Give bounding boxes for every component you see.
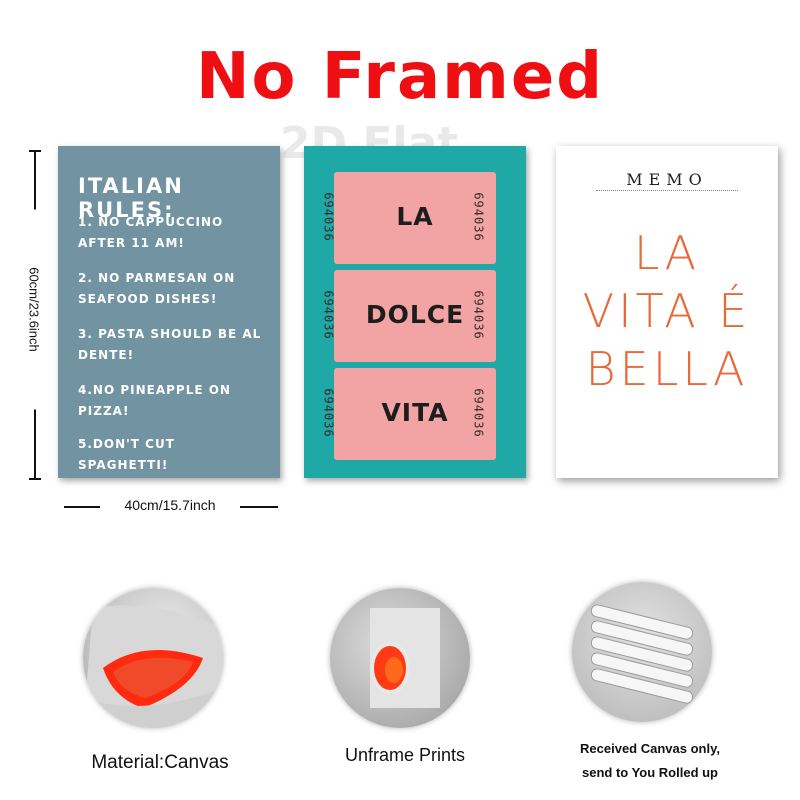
- memo-line: BELLA: [585, 342, 749, 396]
- ticket-serial: 694036: [321, 388, 336, 438]
- ticket: 694036 LA 694036: [322, 172, 496, 264]
- memo-line: LA: [633, 226, 701, 280]
- memo-subtitle-line: [596, 190, 738, 193]
- ticket-serial: 694036: [321, 192, 336, 242]
- ticket-serial: 694036: [471, 192, 486, 242]
- caption-rolled-line-2: send to You Rolled up: [581, 765, 719, 780]
- ticket-word: VITA: [381, 398, 449, 427]
- headline: No Framed: [195, 40, 605, 114]
- ticket-serial: 694036: [321, 290, 336, 340]
- rule-item: 1. No cappuccino after 11 am!: [78, 215, 224, 250]
- ticket-serial: 694036: [471, 388, 486, 438]
- rolled-print-illustration: [370, 608, 440, 708]
- poster-italian-rules: ITALIAN RULES: 1. No cappuccino after 11…: [58, 146, 280, 478]
- rolled-tubes-icon: [572, 582, 712, 722]
- rule-item: 2. No parmesan on seafood dishes!: [78, 271, 236, 306]
- caption-unframe: Unframe Prints: [344, 745, 466, 765]
- memo-title: MEMO: [626, 170, 708, 189]
- ticket-word: LA: [396, 202, 434, 231]
- la-vita-bella-text: LA VITA É BELLA: [556, 224, 778, 398]
- canvas-roll-illustration: [83, 605, 223, 728]
- rolled-print-icon: [330, 588, 470, 728]
- memo-line: VITA É: [582, 284, 752, 338]
- poster-memo: MEMO LA VITA É BELLA: [556, 146, 778, 478]
- height-dimension-label: 60cm/23.6inch: [26, 209, 42, 410]
- ticket: 694036 DOLCE 694036: [322, 270, 496, 362]
- caption-material: Material:Canvas: [91, 752, 229, 773]
- rule-item: 3. Pasta should be al dente!: [78, 327, 262, 362]
- rolled-tubes-illustration: [590, 604, 694, 704]
- ticket: 694036 VITA 694036: [322, 368, 496, 460]
- rule-item: 5.Don't cut spaghetti!: [78, 437, 175, 472]
- rules-title: ITALIAN RULES:: [78, 174, 184, 222]
- caption-rolled-line-1: Received Canvas only,: [580, 741, 720, 756]
- canvas-roll-icon: [83, 588, 223, 728]
- poster-la-dolce-vita: 694036 LA 694036 694036 DOLCE 694036 694…: [304, 146, 526, 478]
- ticket-word: DOLCE: [365, 300, 465, 329]
- width-dimension-label: 40cm/15.7inch: [100, 497, 240, 513]
- rule-item: 4.No pineapple on pizza!: [78, 383, 231, 418]
- ticket-serial: 694036: [471, 290, 486, 340]
